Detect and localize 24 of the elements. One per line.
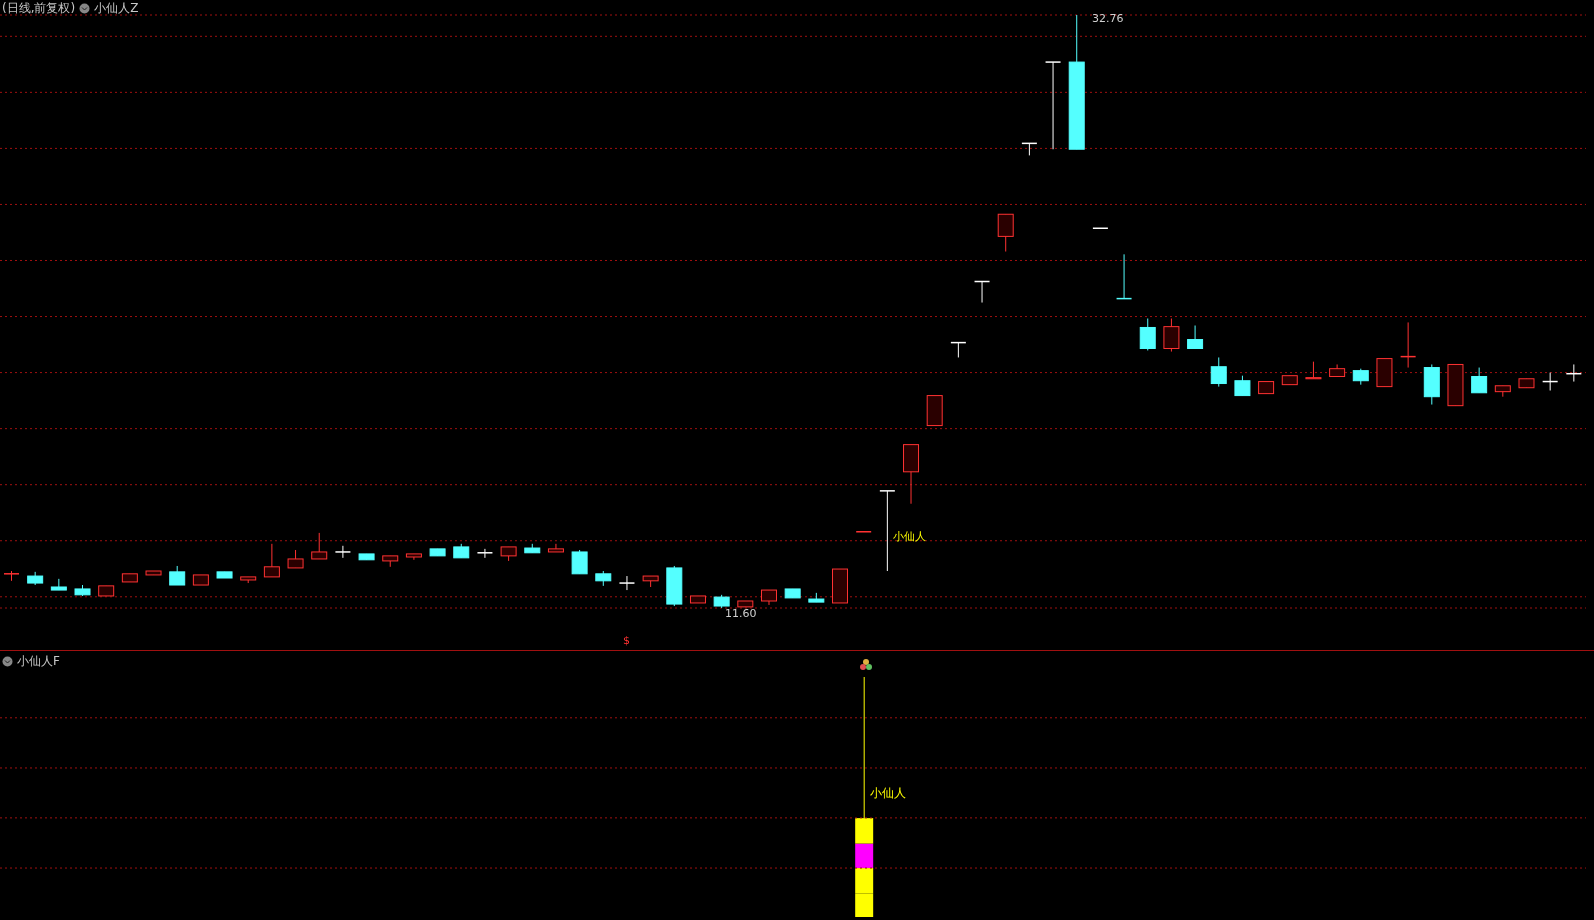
candlestick [1163,318,1180,353]
chart-subtitle: 小仙人Z [94,0,139,17]
text: $ [623,634,630,647]
candlestick [997,213,1014,253]
annotation: 小仙人 [893,529,926,544]
candlestick [334,545,352,559]
candlestick [1471,367,1488,394]
candlestick [1187,325,1204,349]
candlestick [547,543,564,553]
chart-title: (日线,前复权) [2,0,76,17]
chart-title: 小仙人F [17,653,60,670]
candlestick [1139,318,1156,351]
candlestick [571,549,588,575]
annotation: 11.60 [725,607,757,620]
candlestick [1044,61,1062,150]
candlestick [618,575,636,591]
candlestick [311,532,328,560]
candlestick [263,543,280,578]
candlestick [169,565,186,586]
annotation: 小仙人 [870,785,906,802]
candlestick [1210,356,1227,388]
annotation: 32.76 [1092,12,1124,25]
candlestick [1234,375,1251,397]
candlestick [476,548,494,559]
